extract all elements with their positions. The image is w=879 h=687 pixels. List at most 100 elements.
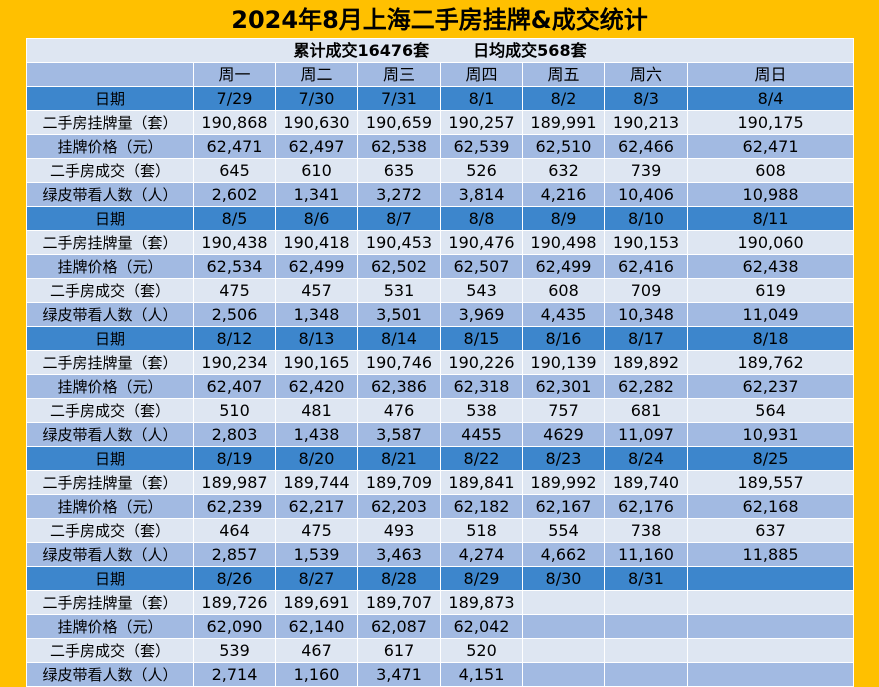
deals-cell	[522, 638, 605, 663]
date-cell: 8/21	[357, 446, 441, 471]
deals-cell	[686, 638, 855, 663]
listings-cell	[686, 590, 855, 615]
listings-cell: 189,557	[686, 470, 855, 495]
listings-cell	[522, 590, 605, 615]
deals-cell: 709	[604, 278, 688, 303]
deals-cell: 476	[357, 398, 441, 423]
deals-cell: 539	[193, 638, 276, 663]
listings-cell: 190,746	[357, 350, 441, 375]
price-cell	[604, 614, 688, 639]
deals-cell: 475	[193, 278, 276, 303]
listings-row-label: 二手房挂牌量（套）	[26, 350, 194, 375]
price-cell: 62,090	[193, 614, 276, 639]
price-row-label: 挂牌价格（元）	[26, 494, 194, 519]
listings-cell: 190,226	[440, 350, 523, 375]
deals-cell: 554	[522, 518, 605, 543]
viewers-cell: 2,506	[193, 302, 276, 327]
date-cell: 7/30	[275, 86, 358, 111]
date-row-label: 日期	[26, 446, 194, 471]
price-cell: 62,466	[604, 134, 688, 159]
date-cell: 8/25	[686, 446, 855, 471]
deals-row: 二手房成交（套） 510 481 476 538 757 681 564	[26, 398, 855, 423]
viewers-cell: 4629	[522, 422, 605, 447]
listings-cell: 190,498	[522, 230, 605, 255]
date-cell: 8/2	[522, 86, 605, 111]
listings-row: 二手房挂牌量（套） 190,868 190,630 190,659 190,257 189…	[26, 110, 855, 135]
listings-row: 二手房挂牌量（套） 189,987 189,744 189,709 189,841 189…	[26, 470, 855, 495]
deals-cell: 564	[686, 398, 855, 423]
price-cell: 62,318	[440, 374, 523, 399]
deals-cell: 757	[522, 398, 605, 423]
date-cell: 8/7	[357, 206, 441, 231]
date-cell: 8/29	[440, 566, 523, 591]
cumulative-deals: 累计成交16476套	[293, 40, 430, 60]
listings-cell: 189,691	[275, 590, 358, 615]
date-cell: 8/4	[686, 86, 855, 111]
listings-row: 二手房挂牌量（套） 190,438 190,418 190,453 190,476 190…	[26, 230, 855, 255]
viewers-row-label: 绿皮带看人数（人）	[26, 542, 194, 567]
price-cell: 62,168	[686, 494, 855, 519]
price-cell: 62,497	[275, 134, 358, 159]
listings-cell: 189,709	[357, 470, 441, 495]
date-cell: 8/3	[604, 86, 688, 111]
viewers-cell: 11,049	[686, 302, 855, 327]
price-cell: 62,203	[357, 494, 441, 519]
listings-cell: 190,165	[275, 350, 358, 375]
deals-cell: 645	[193, 158, 276, 183]
price-row-label: 挂牌价格（元）	[26, 254, 194, 279]
listings-cell: 189,740	[604, 470, 688, 495]
price-row-label: 挂牌价格（元）	[26, 374, 194, 399]
deals-row-label: 二手房成交（套）	[26, 158, 194, 183]
viewers-cell: 3,587	[357, 422, 441, 447]
price-row: 挂牌价格（元） 62,471 62,497 62,538 62,539 62,510 62,…	[26, 134, 855, 159]
deals-cell: 608	[522, 278, 605, 303]
listings-cell: 190,175	[686, 110, 855, 135]
price-cell: 62,239	[193, 494, 276, 519]
deals-row: 二手房成交（套） 464 475 493 518 554 738 637	[26, 518, 855, 543]
deals-cell: 632	[522, 158, 605, 183]
viewers-cell: 4,435	[522, 302, 605, 327]
listings-cell: 189,744	[275, 470, 358, 495]
price-cell: 62,407	[193, 374, 276, 399]
price-cell: 62,237	[686, 374, 855, 399]
date-cell: 8/26	[193, 566, 276, 591]
viewers-cell: 3,969	[440, 302, 523, 327]
date-cell: 8/22	[440, 446, 523, 471]
listings-cell: 190,438	[193, 230, 276, 255]
date-cell: 8/13	[275, 326, 358, 351]
deals-cell: 635	[357, 158, 441, 183]
deals-cell: 617	[357, 638, 441, 663]
listings-row-label: 二手房挂牌量（套）	[26, 470, 194, 495]
daily-avg-deals: 日均成交568套	[473, 40, 587, 60]
price-cell: 62,499	[275, 254, 358, 279]
viewers-cell: 4455	[440, 422, 523, 447]
deals-cell: 481	[275, 398, 358, 423]
listings-cell: 190,213	[604, 110, 688, 135]
viewers-cell: 3,814	[440, 182, 523, 207]
price-cell: 62,301	[522, 374, 605, 399]
viewers-cell: 1,539	[275, 542, 358, 567]
price-row: 挂牌价格（元） 62,407 62,420 62,386 62,318 62,301 62,…	[26, 374, 855, 399]
deals-cell: 475	[275, 518, 358, 543]
date-cell: 8/30	[522, 566, 605, 591]
deals-cell: 738	[604, 518, 688, 543]
listings-row: 二手房挂牌量（套） 189,726 189,691 189,707 189,873	[26, 590, 855, 615]
listings-cell: 190,257	[440, 110, 523, 135]
listings-cell: 190,139	[522, 350, 605, 375]
date-cell: 8/17	[604, 326, 688, 351]
listings-cell: 190,476	[440, 230, 523, 255]
date-cell: 8/1	[440, 86, 523, 111]
price-cell: 62,538	[357, 134, 441, 159]
date-row-label: 日期	[26, 326, 194, 351]
deals-cell: 538	[440, 398, 523, 423]
viewers-cell: 3,272	[357, 182, 441, 207]
date-row: 日期 8/5 8/6 8/7 8/8 8/9 8/10 8/11	[26, 206, 855, 231]
deals-cell: 510	[193, 398, 276, 423]
deals-cell: 457	[275, 278, 358, 303]
price-cell: 62,176	[604, 494, 688, 519]
date-cell: 8/27	[275, 566, 358, 591]
listings-cell: 189,726	[193, 590, 276, 615]
price-cell: 62,534	[193, 254, 276, 279]
deals-cell: 608	[686, 158, 855, 183]
